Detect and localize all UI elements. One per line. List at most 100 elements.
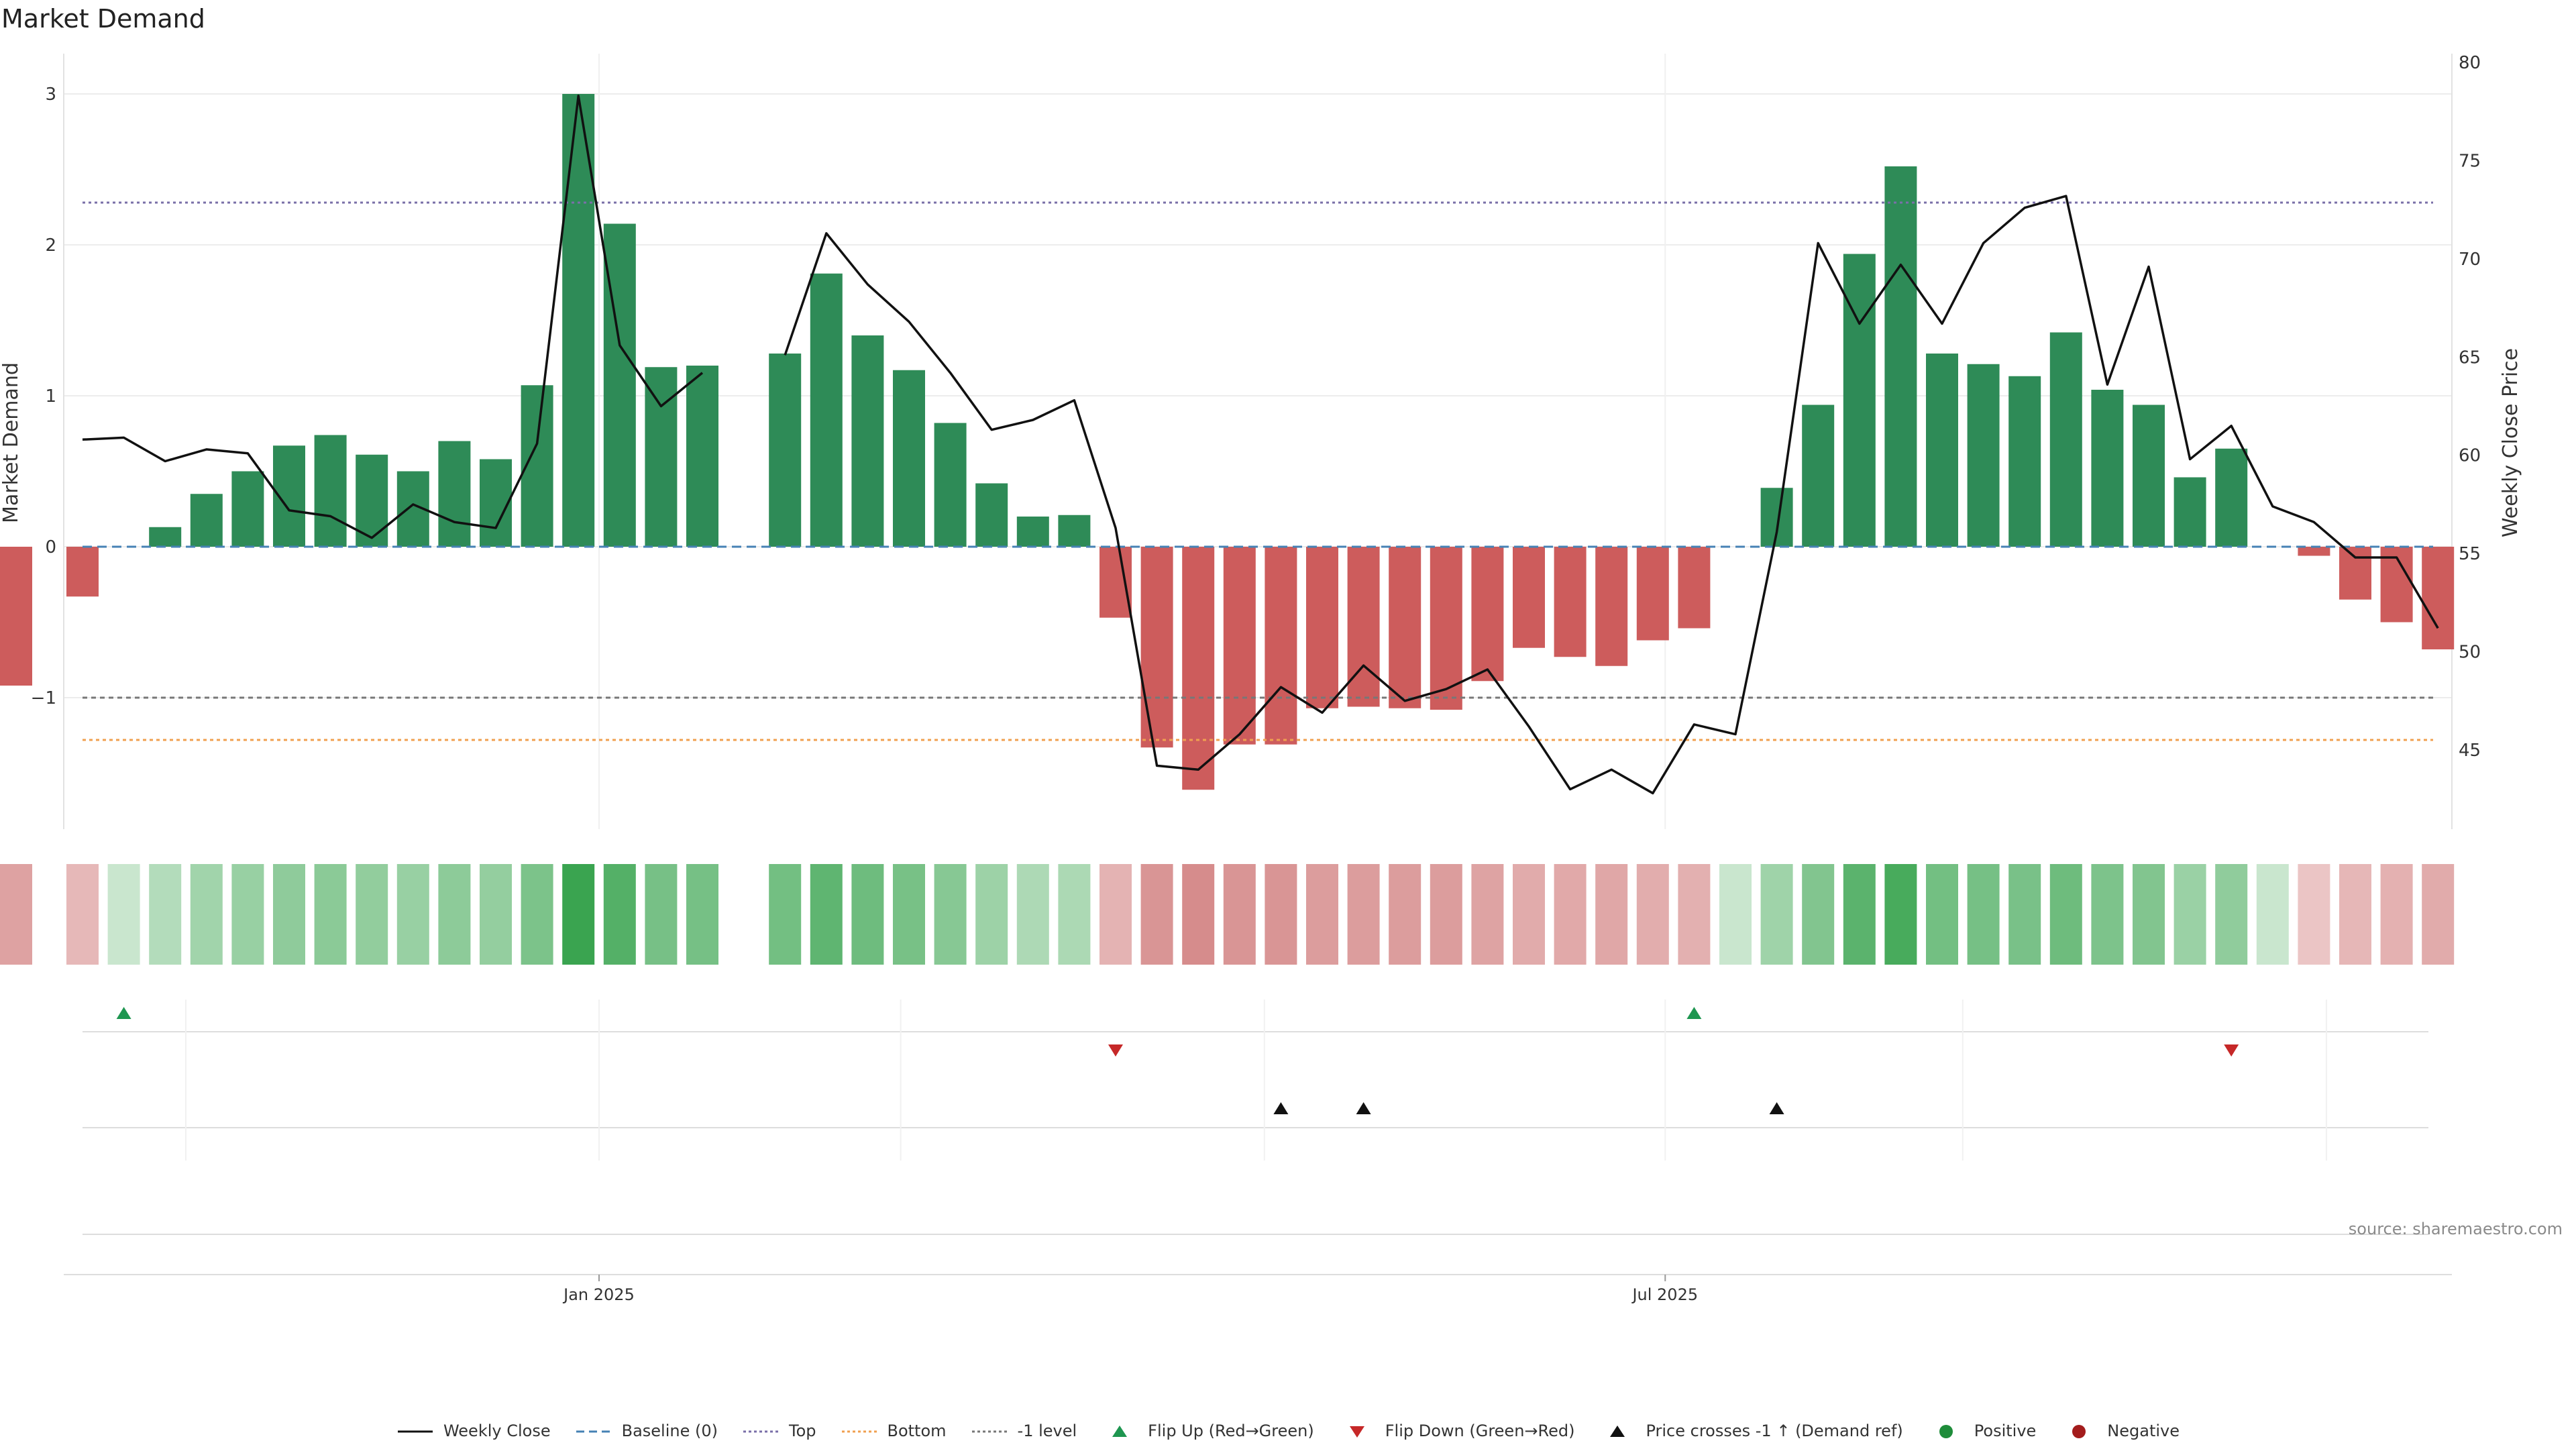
demand-bar — [2133, 405, 2165, 547]
heat-cell — [2339, 864, 2371, 965]
heat-cell — [1760, 864, 1793, 965]
heat-cell — [149, 864, 182, 965]
legend-label: Bottom — [887, 1421, 947, 1440]
demand-bar — [149, 527, 182, 547]
legend-item: Flip Up (Red→Green) — [1101, 1421, 1314, 1440]
heat-cell — [0, 864, 32, 965]
heat-cell — [480, 864, 512, 965]
triangle-up-icon — [1610, 1426, 1625, 1437]
legend-label: Positive — [1974, 1421, 2037, 1440]
flip-up-marker — [1686, 1007, 1702, 1019]
demand-bar — [2174, 477, 2206, 547]
chart-title: Market Demand — [1, 4, 205, 34]
demand-bar — [1058, 515, 1091, 547]
triangle-down-icon — [1349, 1426, 1364, 1438]
demand-bar — [314, 435, 347, 547]
demand-bar — [1265, 547, 1297, 745]
y2-tick-label: 45 — [2459, 741, 2481, 761]
heat-cell — [1678, 864, 1711, 965]
y-tick-label: 2 — [45, 235, 56, 256]
demand-bar — [2008, 376, 2041, 547]
heat-cell — [1016, 864, 1049, 965]
heat-cell — [107, 864, 140, 965]
line-dashed-icon — [576, 1430, 611, 1433]
demand-bar — [562, 94, 595, 547]
legend-label: Flip Down (Green→Red) — [1385, 1421, 1575, 1440]
heat-cell — [1058, 864, 1091, 965]
heat-cell — [2133, 864, 2165, 965]
heat-cell — [1843, 864, 1876, 965]
legend-item: Bottom — [841, 1421, 947, 1440]
heat-cell — [1554, 864, 1587, 965]
demand-bar — [2091, 390, 2124, 547]
legend-label: Baseline (0) — [621, 1421, 718, 1440]
heat-cell — [2298, 864, 2330, 965]
heat-cell — [1430, 864, 1462, 965]
heat-cell — [1347, 864, 1380, 965]
demand-bar — [893, 370, 925, 547]
demand-bar — [1016, 517, 1049, 547]
legend-item: -1 level — [971, 1421, 1077, 1440]
legend-item: Weekly Close — [396, 1421, 551, 1440]
demand-bar — [1926, 354, 1958, 547]
demand-bar — [810, 273, 843, 547]
y-tick-label: 1 — [45, 386, 56, 407]
legend-label: Weekly Close — [443, 1421, 551, 1440]
y2-tick-label: 65 — [2459, 347, 2481, 368]
demand-bar — [975, 483, 1008, 547]
demand-bar — [231, 471, 264, 547]
demand-bar — [438, 441, 471, 547]
heat-cell — [66, 864, 99, 965]
y-tick-label: −1 — [31, 688, 56, 708]
demand-bar — [2049, 332, 2082, 547]
chart-legend: Weekly Close Baseline (0) Top Bottom -1 leve… — [0, 1421, 2576, 1440]
heat-cell — [810, 864, 843, 965]
demand-bar — [1595, 547, 1628, 666]
heat-cell — [2049, 864, 2082, 965]
demand-bar — [2298, 547, 2330, 556]
legend-item: Negative — [2060, 1421, 2180, 1440]
heat-cell — [521, 864, 553, 965]
heat-cell — [2091, 864, 2124, 965]
demand-bar — [1099, 547, 1132, 618]
flip-down-marker — [2224, 1044, 2239, 1057]
heat-cell — [438, 864, 471, 965]
x-tick-label: Jul 2025 — [1631, 1285, 1698, 1304]
demand-bar — [2215, 448, 2248, 547]
heat-cell — [934, 864, 967, 965]
weekly-close-line — [784, 195, 2439, 795]
price-cross-marker — [1769, 1102, 1784, 1114]
y2-tick-label: 55 — [2459, 544, 2481, 564]
heat-cell — [1802, 864, 1835, 965]
circle-icon — [1939, 1425, 1953, 1438]
heat-cell — [686, 864, 718, 965]
demand-bar — [1223, 547, 1256, 745]
demand-bar — [1760, 488, 1793, 547]
demand-bar — [2422, 547, 2455, 649]
y2-tick-label: 70 — [2459, 250, 2481, 270]
demand-bar — [190, 494, 223, 547]
legend-label: -1 level — [1017, 1421, 1077, 1440]
heat-cell — [314, 864, 347, 965]
demand-bar — [1636, 547, 1669, 641]
circle-icon — [2072, 1425, 2086, 1438]
demand-bar — [1471, 547, 1504, 682]
demand-bar — [66, 547, 99, 597]
demand-bar — [0, 547, 32, 686]
line-dotted-icon — [971, 1430, 1007, 1433]
legend-label: Top — [789, 1421, 816, 1440]
y2-axis-label: Weekly Close Price — [2499, 348, 2522, 537]
demand-bar — [851, 335, 884, 547]
heat-cell — [769, 864, 802, 965]
heat-cell — [356, 864, 388, 965]
heat-cell — [562, 864, 595, 965]
heat-cell — [1884, 864, 1917, 965]
heat-cell — [1223, 864, 1256, 965]
heat-cell — [2256, 864, 2289, 965]
demand-bar — [1884, 166, 1917, 547]
flip-up-marker — [116, 1007, 131, 1019]
heat-cell — [851, 864, 884, 965]
price-cross-marker — [1273, 1102, 1289, 1114]
heat-cell — [1265, 864, 1297, 965]
heat-cell — [1595, 864, 1628, 965]
